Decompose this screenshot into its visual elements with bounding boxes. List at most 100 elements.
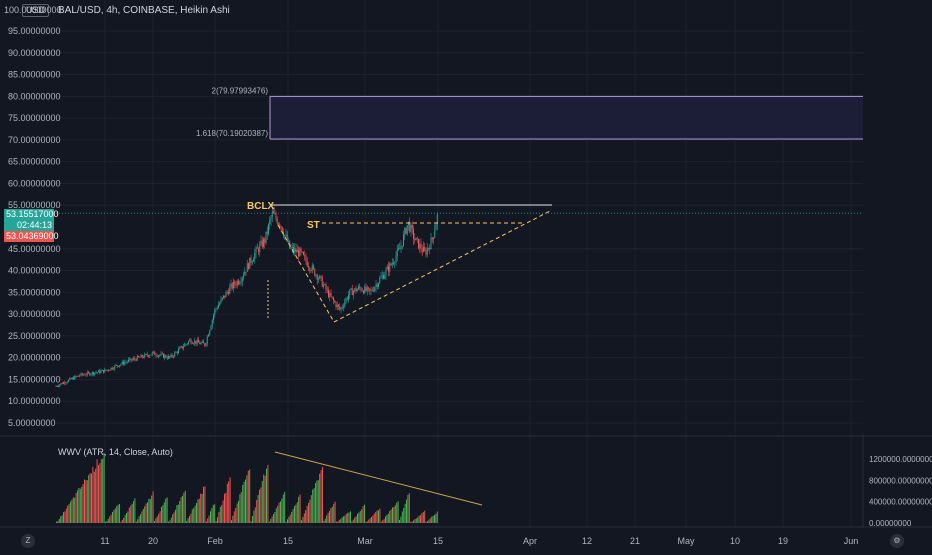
candle-body bbox=[140, 355, 142, 358]
candle-body bbox=[218, 304, 219, 309]
price-tick-label: 35.00000000 bbox=[8, 287, 61, 297]
indicator-bar bbox=[282, 494, 284, 523]
indicator-bar bbox=[288, 516, 290, 523]
indicator-bar bbox=[343, 516, 344, 523]
candle-body bbox=[106, 369, 108, 371]
price-tick-label: 75.00000000 bbox=[8, 113, 61, 123]
indicator-bar bbox=[127, 511, 129, 523]
candle-body bbox=[256, 247, 258, 249]
indicator-bar bbox=[246, 475, 248, 523]
candle-body bbox=[306, 261, 308, 267]
countdown-label: 02:44:13 bbox=[4, 220, 54, 231]
indicator-bar bbox=[387, 513, 389, 523]
candle-body bbox=[71, 377, 73, 380]
candle-body bbox=[109, 370, 111, 371]
candle-body bbox=[134, 358, 136, 360]
indicator-bar bbox=[112, 512, 113, 523]
indicator-bar bbox=[151, 495, 153, 523]
indicator-bar bbox=[203, 486, 204, 523]
price-tick-label: 20.00000000 bbox=[8, 353, 61, 363]
candle-body bbox=[58, 386, 59, 387]
candle-body bbox=[103, 369, 104, 373]
price-tick-label: 65.00000000 bbox=[8, 157, 61, 167]
indicator-bar bbox=[158, 513, 160, 523]
candle-body bbox=[169, 356, 171, 358]
candle-body bbox=[173, 356, 174, 358]
candle-body bbox=[166, 357, 168, 359]
settings-gear-icon[interactable]: ⚙ bbox=[890, 534, 904, 548]
candle-body bbox=[216, 308, 218, 309]
indicator-bar bbox=[169, 520, 171, 523]
symbol-title[interactable]: BAL/USD, 4h, COINBASE, Heikin Ashi bbox=[58, 5, 230, 16]
currency-badge[interactable]: USD bbox=[22, 4, 50, 17]
indicator-bar bbox=[99, 463, 101, 523]
indicator-bar bbox=[179, 501, 181, 523]
price-tick-label: 45.00000000 bbox=[8, 244, 61, 254]
indicator-bar bbox=[284, 491, 286, 523]
indicator-bar bbox=[175, 509, 176, 523]
candle-body bbox=[215, 308, 217, 310]
candle-body bbox=[275, 213, 277, 219]
indicator-bar bbox=[373, 513, 375, 523]
candle-body bbox=[130, 358, 132, 361]
candle-body bbox=[393, 262, 394, 264]
candle-body bbox=[433, 237, 434, 240]
indicator-bar bbox=[155, 518, 157, 523]
indicator-bar bbox=[404, 504, 406, 523]
indicator-bar bbox=[183, 492, 185, 523]
time-tick-label: Feb bbox=[207, 536, 223, 546]
fib-upper-label: 2(79.97993476) bbox=[212, 86, 269, 95]
candle-body bbox=[98, 370, 99, 373]
indicator-bar bbox=[98, 465, 99, 523]
candle-body bbox=[380, 276, 382, 279]
candle-body bbox=[150, 354, 152, 356]
candle-body bbox=[226, 291, 228, 293]
indicator-bar bbox=[144, 506, 146, 523]
indicator-bar bbox=[330, 508, 332, 523]
indicator-bar bbox=[390, 509, 392, 523]
candle-body bbox=[405, 228, 407, 234]
auto-scale-button[interactable]: Z bbox=[21, 534, 35, 548]
indicator-bar bbox=[186, 520, 188, 523]
indicator-bar bbox=[176, 505, 178, 523]
indicator-bar bbox=[309, 499, 311, 523]
candle-body bbox=[260, 240, 262, 245]
candle-body bbox=[356, 289, 358, 292]
indicator-bar bbox=[228, 481, 230, 523]
indicator-bar bbox=[119, 503, 120, 523]
indicator-bar bbox=[135, 521, 137, 523]
indicator-bar bbox=[270, 519, 272, 523]
indicator-bar bbox=[256, 499, 258, 523]
candle-body bbox=[56, 386, 58, 387]
candle-body bbox=[145, 354, 147, 355]
indicator-bar bbox=[382, 520, 384, 523]
indicator-bar bbox=[379, 508, 381, 523]
indicator-bar bbox=[266, 468, 267, 523]
indicator-bar bbox=[378, 510, 379, 523]
candle-body bbox=[309, 267, 311, 271]
indicator-bar bbox=[432, 516, 434, 523]
indicator-bar bbox=[74, 497, 76, 523]
candle-body bbox=[119, 365, 121, 367]
indicator-bar bbox=[302, 516, 304, 523]
indicator-bar bbox=[261, 481, 263, 523]
indicator-bar bbox=[156, 516, 158, 523]
indicator-tick-label: 0.00000000 bbox=[869, 519, 912, 528]
indicator-bar bbox=[222, 500, 224, 523]
indicator-bar bbox=[355, 516, 357, 523]
indicator-bar bbox=[92, 466, 94, 523]
candle-body bbox=[213, 315, 214, 320]
candle-body bbox=[430, 237, 432, 250]
candle-body bbox=[406, 224, 408, 234]
indicator-bar bbox=[299, 494, 301, 523]
candle-body bbox=[395, 255, 397, 263]
indicator-title[interactable]: WWV (ATR, 14, Close, Auto) bbox=[58, 447, 173, 457]
indicator-bar bbox=[60, 516, 62, 523]
candle-body bbox=[55, 385, 57, 387]
price-tick-label: 30.00000000 bbox=[8, 309, 61, 319]
indicator-bar bbox=[126, 513, 127, 523]
indicator-bar bbox=[197, 499, 199, 523]
indicator-bar bbox=[260, 487, 262, 523]
